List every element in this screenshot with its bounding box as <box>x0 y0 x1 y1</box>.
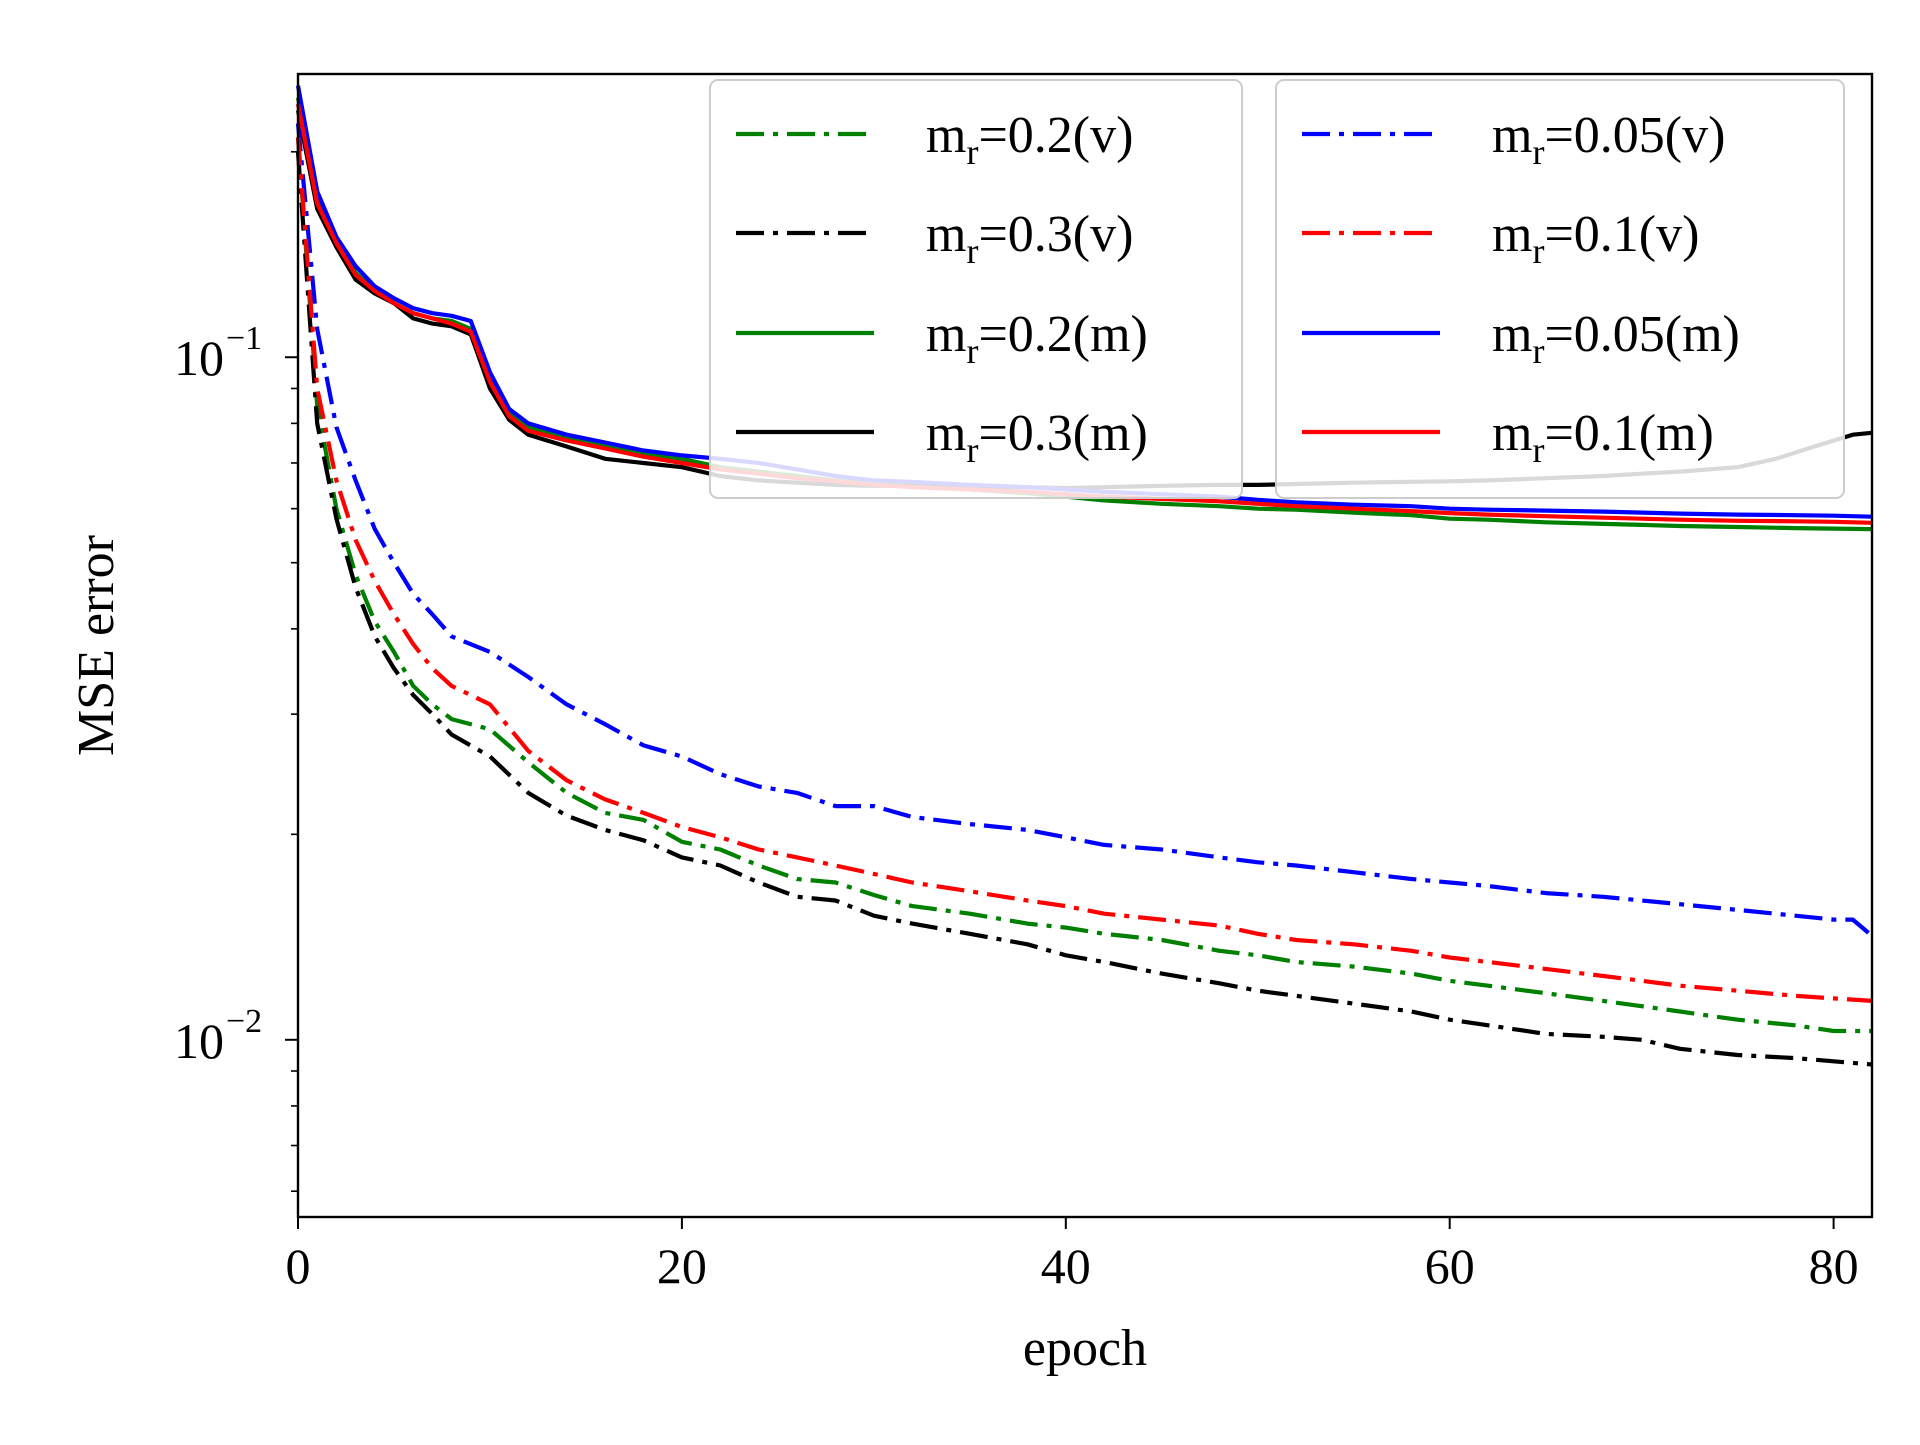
x-tick-label: 60 <box>1425 1238 1475 1294</box>
series-line-5 <box>295 137 1873 1003</box>
x-tick-label: 20 <box>657 1238 707 1294</box>
y-axis-label: MSE error <box>68 535 125 756</box>
legend-label: mr=0.3(m) <box>926 405 1148 470</box>
x-axis-label: epoch <box>1023 1320 1147 1377</box>
series-line-4 <box>295 123 1874 938</box>
x-tick-label: 0 <box>286 1238 311 1294</box>
legend-box-1 <box>1275 79 1845 499</box>
legend-label: mr=0.2(v) <box>926 107 1133 172</box>
legend-label: mr=0.2(m) <box>926 306 1148 371</box>
legend-label: mr=0.05(m) <box>1492 306 1740 371</box>
legend-label: mr=0.3(v) <box>926 206 1133 271</box>
y-tick-label: 10 <box>174 1013 224 1069</box>
y-tick-exponent: −1 <box>226 320 262 357</box>
series-line-1 <box>295 151 1873 1067</box>
legend-box-0 <box>709 79 1243 499</box>
plot-frame <box>296 72 1874 1219</box>
x-tick-label: 40 <box>1041 1238 1091 1294</box>
x-tick-label: 80 <box>1809 1238 1859 1294</box>
y-tick-exponent: −2 <box>226 1003 262 1040</box>
legend: mr=0.2(v) mr=0.3(v) mr=0.2(m) mr=0.3(m) mr=0… <box>709 79 1845 499</box>
series-line-0 <box>295 137 1872 1034</box>
legend-label: mr=0.1(m) <box>1492 405 1714 470</box>
legend-label: mr=0.1(v) <box>1492 206 1699 271</box>
legend-label: mr=0.05(v) <box>1492 107 1725 172</box>
y-tick-label: 10 <box>174 330 224 386</box>
